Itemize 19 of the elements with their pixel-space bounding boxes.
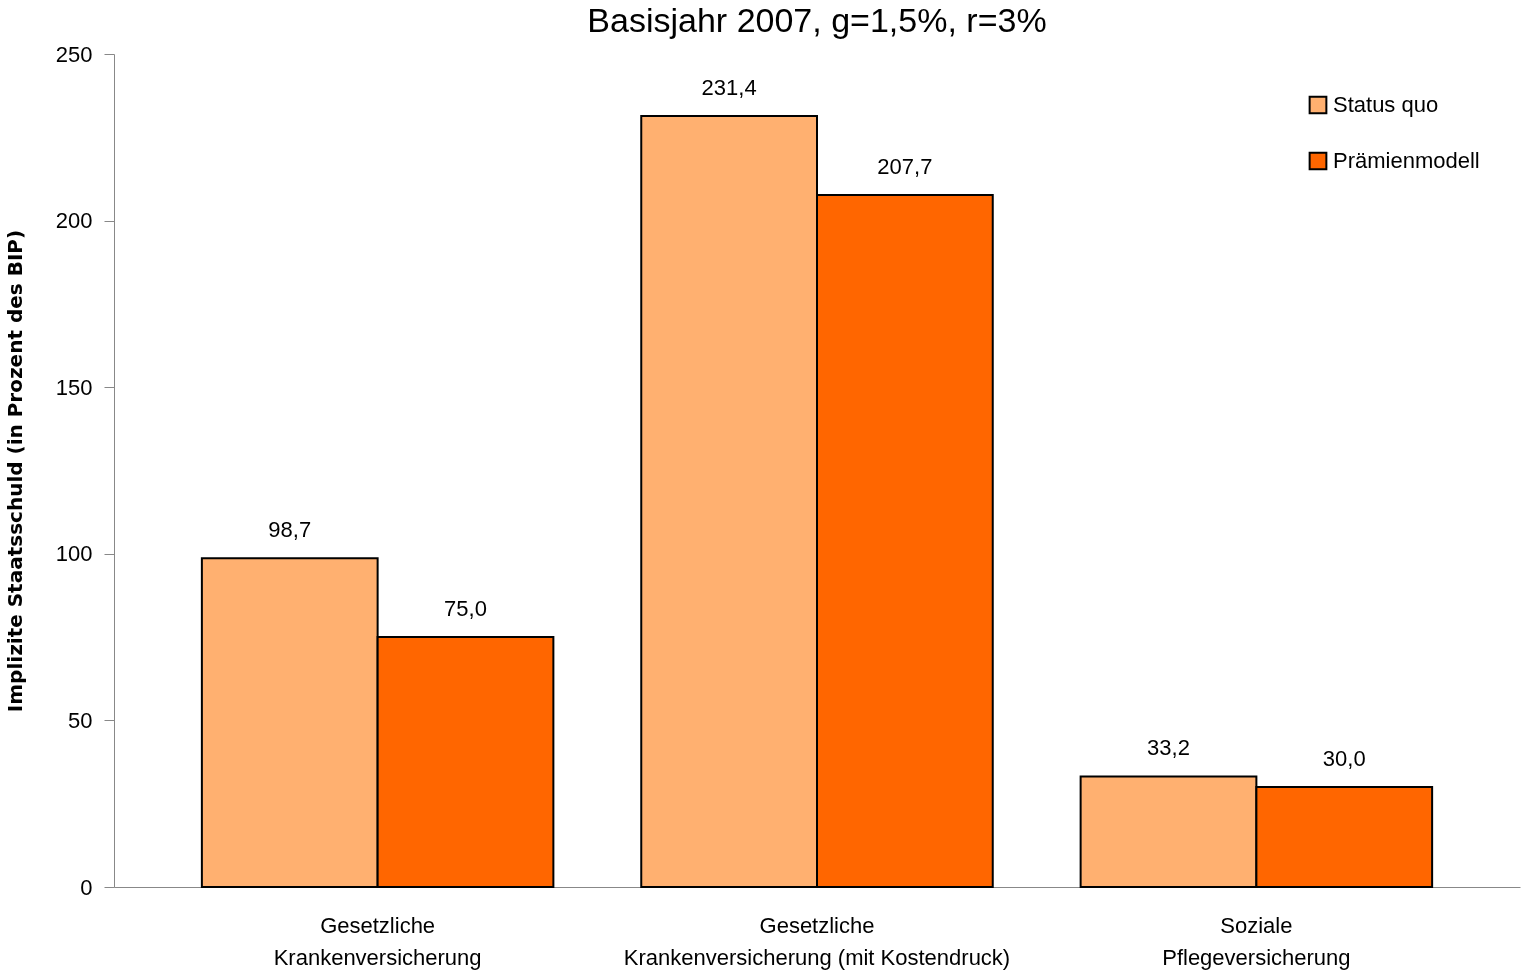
y-tick-label: 200: [55, 208, 93, 234]
legend-label: Status quo: [1333, 92, 1439, 117]
y-tick-label: 50: [68, 707, 93, 733]
data-label: 75,0: [444, 596, 487, 622]
x-tick-label: Soziale Pflegeversicherung: [1162, 912, 1351, 970]
y-axis-title: Implizite Staatsschuld (in Prozent des BIP): [2, 229, 27, 713]
x-tick-label: Gesetzliche Krankenversicherung (mit Kostendruck): [623, 912, 1011, 970]
data-label: 231,4: [701, 74, 757, 100]
y-tick-label: 100: [55, 541, 93, 567]
chart-title: Basisjahr 2007, g=1,5%, r=3%: [587, 1, 1047, 39]
y-tick-label: 0: [80, 874, 93, 900]
y-tick-label: 150: [55, 374, 93, 400]
legend-label: Prämienmodell: [1333, 148, 1480, 173]
data-label: 30,0: [1322, 746, 1366, 772]
data-label: 33,2: [1147, 735, 1190, 761]
x-tick-label: Gesetzliche Krankenversicherung: [273, 912, 482, 970]
y-tick-label: 250: [55, 41, 93, 67]
data-label: 98,7: [268, 517, 312, 543]
data-label: 207,7: [877, 153, 933, 179]
